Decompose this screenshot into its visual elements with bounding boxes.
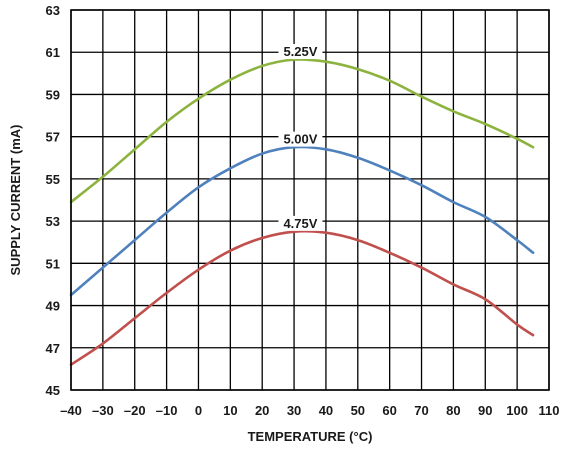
x-tick-label: –20: [124, 403, 146, 418]
x-tick-label: 70: [414, 403, 428, 418]
series-line-5-00v: [69, 145, 535, 297]
x-tick-label: 0: [195, 403, 202, 418]
x-tick-label: –10: [156, 403, 178, 418]
x-axis-title: TEMPERATURE (°C): [248, 429, 373, 444]
y-tick-label: 61: [46, 45, 60, 60]
series-label-background: [278, 215, 323, 231]
x-tick-labels: –40 –30 –20 –10 0 10 20 30 40 50 60 70 80 90 100 110: [60, 403, 559, 418]
x-tick-label: 50: [351, 403, 365, 418]
series-label: 5.25V: [283, 44, 317, 59]
x-tick-label: 90: [478, 403, 492, 418]
x-tick-label: –30: [92, 403, 114, 418]
x-tick-label: 20: [255, 403, 269, 418]
series-layer: [69, 58, 535, 366]
x-tick-label: 80: [446, 403, 460, 418]
x-tick-label: 100: [506, 403, 528, 418]
series-label-background: [278, 44, 323, 60]
y-tick-labels: 45 47 49 51 53 55 57 59 61 63: [46, 3, 60, 398]
x-tick-label: 30: [287, 403, 301, 418]
y-tick-label: 53: [46, 214, 60, 229]
y-tick-label: 47: [46, 341, 60, 356]
x-tick-label: 40: [319, 403, 333, 418]
x-tick-label: –40: [60, 403, 82, 418]
x-tick-label: 10: [223, 403, 237, 418]
x-tick-label: 110: [539, 403, 560, 418]
y-axis-title: SUPPLY CURRENT (mA): [8, 125, 23, 276]
x-tick-label: 60: [382, 403, 396, 418]
y-tick-label: 51: [46, 256, 60, 271]
series-label: 5.00V: [283, 132, 317, 147]
series-line-4-75v: [69, 229, 535, 366]
y-tick-label: 57: [46, 130, 60, 145]
series-label-layer: 5.25V 5.00V 4.75V: [278, 44, 323, 231]
y-tick-label: 55: [46, 172, 60, 187]
y-tick-label: 63: [46, 3, 60, 18]
series-label: 4.75V: [283, 216, 317, 231]
series-line-5-25v: [69, 58, 535, 204]
y-tick-label: 45: [46, 383, 60, 398]
y-tick-label: 59: [46, 87, 60, 102]
y-tick-label: 49: [46, 299, 60, 314]
grid-layer: [70, 9, 550, 391]
series-label-background: [278, 131, 323, 147]
plot-frame: [70, 9, 550, 391]
